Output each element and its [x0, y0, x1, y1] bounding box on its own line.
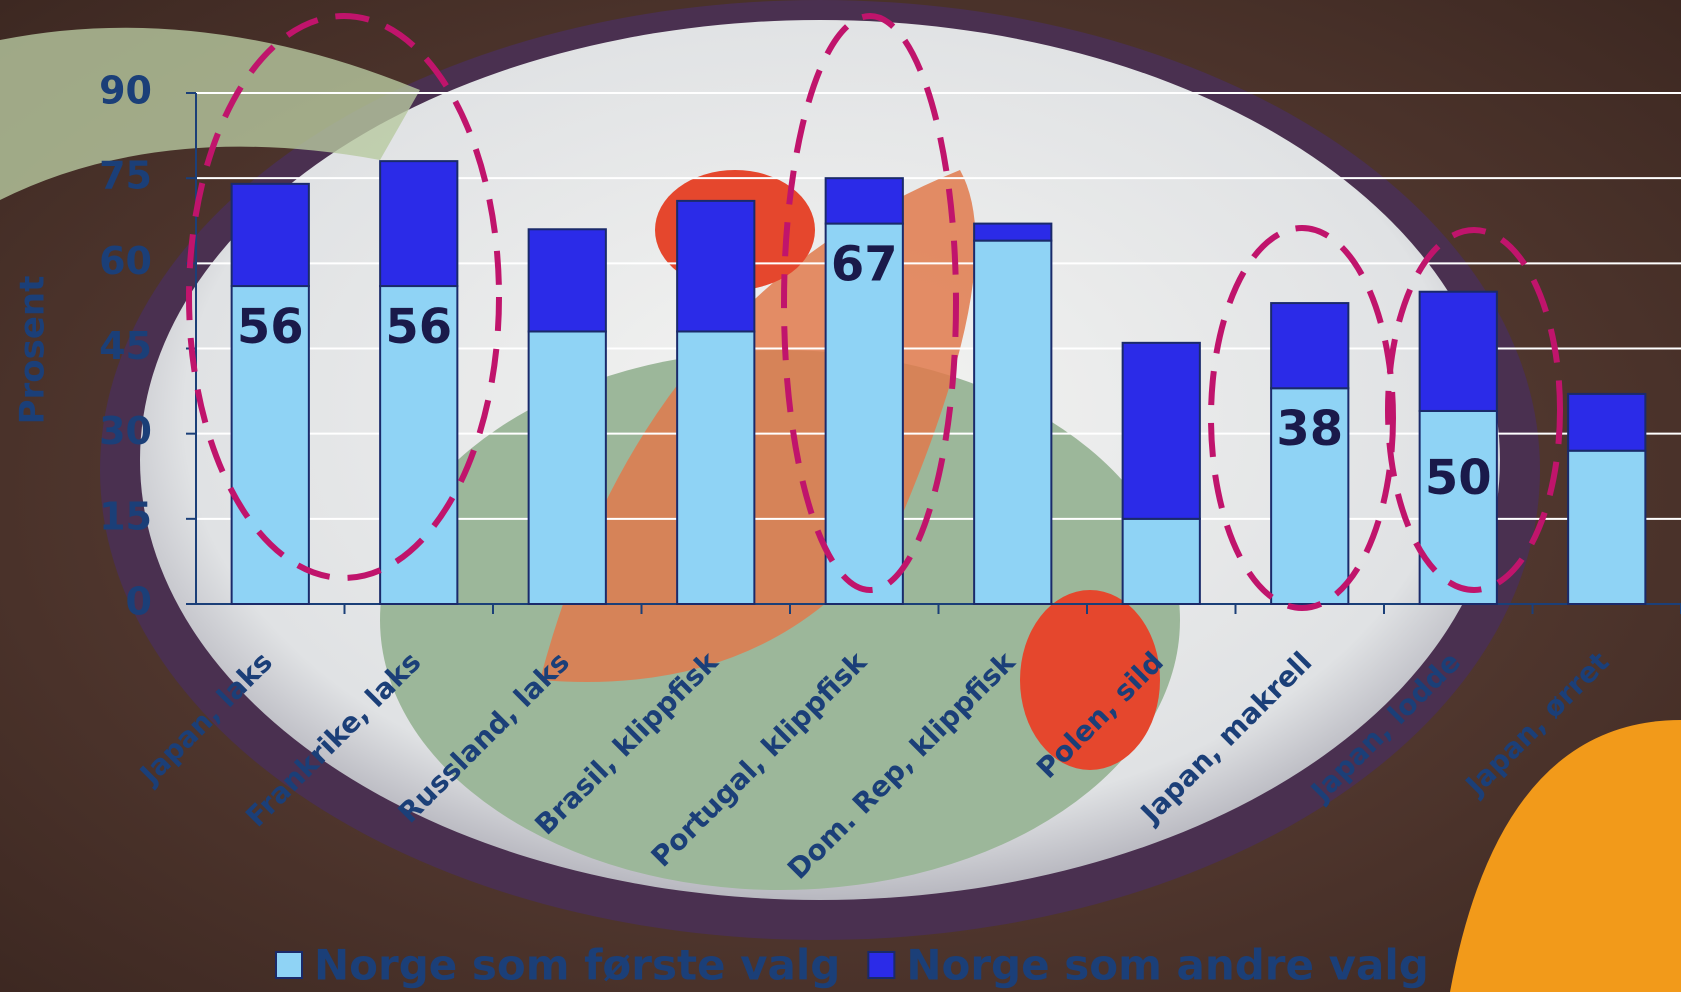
bar-segment [973, 239, 1053, 605]
bar-segment [1270, 302, 1350, 390]
y-tick-label: 45 [99, 324, 152, 368]
bar-segment [1567, 392, 1647, 452]
bar-segment [230, 285, 310, 605]
legend-label: Norge som andre valg [906, 941, 1428, 990]
annotation: 50 [1425, 450, 1492, 506]
bar-segment [527, 330, 607, 605]
bar-segment [1121, 517, 1201, 605]
y-tick-label: 90 [99, 69, 152, 113]
y-tick-label: 60 [99, 239, 152, 283]
data-label: 67 [831, 237, 898, 293]
bar-segment [973, 222, 1053, 242]
data-label: 56 [237, 299, 304, 355]
bar-segment [1418, 290, 1498, 412]
y-axis-label: Prosent [13, 276, 53, 425]
bar-segment [1270, 387, 1350, 605]
data-label: 56 [385, 299, 452, 355]
legend-swatch [275, 951, 303, 979]
bar-segment [379, 160, 459, 288]
data-label: 38 [1276, 401, 1343, 457]
legend-label: Norge som første valg [314, 941, 840, 990]
bar-segment [230, 182, 310, 288]
bar-segment [1121, 341, 1201, 520]
bar-segment [1567, 449, 1647, 606]
y-tick-label: 75 [99, 154, 152, 198]
bar-segment [824, 177, 904, 225]
y-tick-label: 0 [126, 580, 152, 624]
y-tick-label: 30 [99, 409, 152, 453]
legend-swatch [867, 951, 896, 979]
legend: Norge som første valg Norge som andre val… [275, 941, 1429, 990]
bar-segment [379, 285, 459, 605]
bar-segment [527, 228, 607, 333]
bar-segment [676, 330, 756, 605]
y-tick-label: 15 [99, 494, 152, 538]
highlight-ellipses [186, 13, 1563, 611]
bar-segment [824, 222, 904, 605]
bar-segment [1418, 409, 1498, 606]
bar-segment [676, 199, 756, 333]
